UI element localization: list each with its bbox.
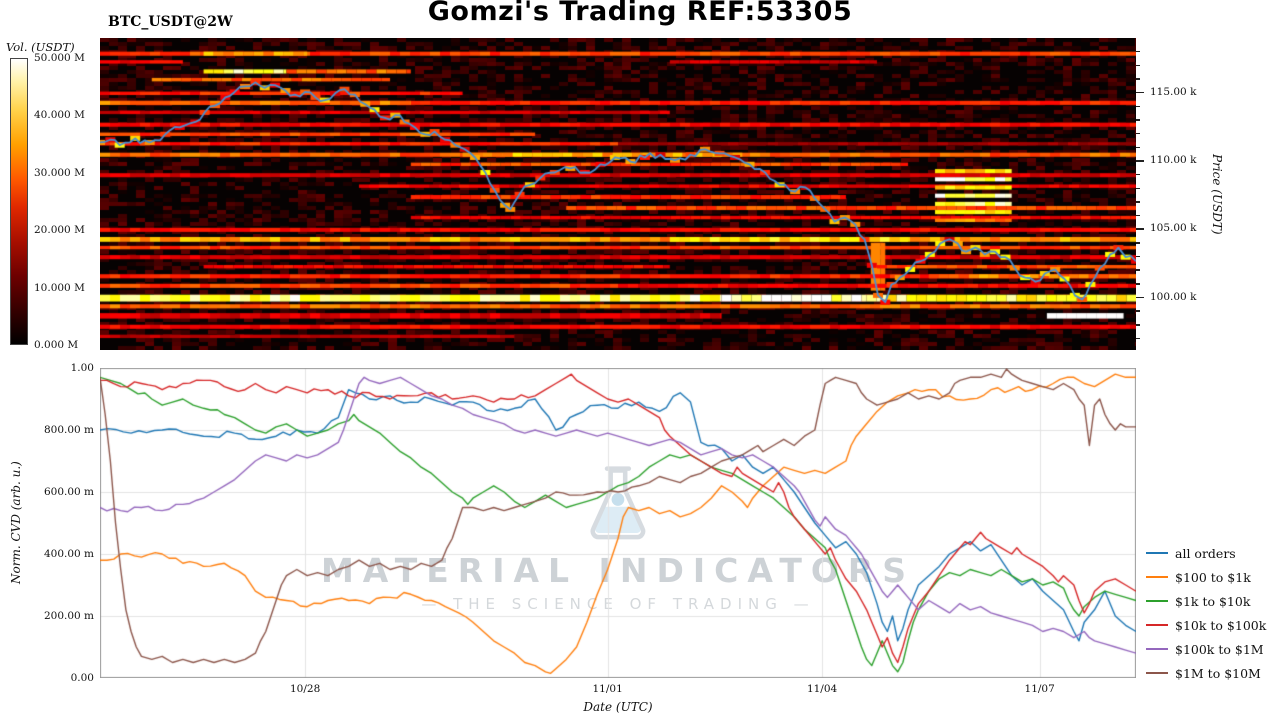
price-tick-label: 105.00 k: [1150, 222, 1197, 235]
cvd-tick-label: 800.00 m: [43, 424, 94, 436]
price-minor-tick: [1136, 146, 1140, 149]
price-minor-tick: [1136, 132, 1140, 135]
cvd-tick-label: 1.00: [70, 362, 94, 374]
price-minor-tick: [1136, 201, 1140, 203]
colorbar-tick-label: 20.000 M: [34, 224, 85, 237]
legend-item-label: all orders: [1175, 545, 1236, 561]
legend-line-swatch: [1146, 623, 1168, 627]
price-axis-ticks: 115.00 k 110.00 k 105.00 k 100.00 k: [1136, 38, 1208, 350]
colorbar-tick-label: 0.000 M: [34, 339, 79, 351]
colorbar-tick-label: 30.000 M: [34, 166, 85, 179]
colorbar-ticks: 50.000 M 40.000 M 30.000 M 20.000 M 10.000 M…: [34, 52, 96, 351]
volume-colorbar: [10, 58, 28, 345]
cvd-canvas[interactable]: [100, 368, 1136, 678]
price-tick-label: 100.00 k: [1150, 290, 1197, 303]
price-tick-label: 110.00 k: [1150, 154, 1197, 167]
price-minor-tick: [1136, 255, 1140, 258]
price-minor-tick: [1136, 269, 1140, 271]
date-tick-label: 11/07: [1024, 683, 1055, 695]
date-axis-title: Date (UTC): [583, 700, 653, 714]
legend-item-label: $100k to $1M: [1175, 641, 1264, 657]
legend-item-label: $1k to $10k: [1175, 593, 1251, 609]
page-title: Gomzi's Trading REF:53305: [427, 0, 853, 27]
cvd-tick-label: 200.00 m: [43, 610, 94, 622]
legend-item: $100 to $1k: [1146, 565, 1266, 589]
colorbar-tick-label: 10.000 M: [34, 281, 85, 294]
legend-line-swatch: [1146, 551, 1168, 555]
legend-item: $10k to $100k: [1146, 613, 1266, 637]
price-minor-tick: [1136, 187, 1140, 189]
price-minor-tick: [1136, 105, 1140, 108]
colorbar-title: Vol. (USDT): [6, 40, 75, 54]
cvd-tick-label: 600.00 m: [43, 486, 94, 498]
cvd-axis-ticks: 1.00 800.00 m 600.00 m 400.00 m 200.00 m 0.00: [28, 362, 94, 684]
cvd-panel: MATERIAL INDICATORS — THE SCIENCE OF TRA…: [100, 368, 1136, 678]
colorbar-tick-label: 50.000 M: [34, 52, 85, 64]
price-minor-tick: [1136, 296, 1144, 299]
price-minor-tick: [1136, 242, 1140, 244]
price-minor-tick: [1136, 228, 1144, 230]
price-tick-label: 115.00 k: [1150, 85, 1197, 98]
price-minor-tick: [1136, 91, 1144, 94]
legend-item-label: $100 to $1k: [1175, 569, 1251, 585]
price-minor-tick: [1136, 78, 1140, 80]
legend-line-swatch: [1146, 647, 1168, 651]
legend-item-label: $1M to $10M: [1175, 665, 1261, 681]
price-minor-tick: [1136, 337, 1140, 340]
price-minor-tick: [1136, 310, 1140, 312]
date-axis-ticks: 10/28 11/01 11/04 11/07: [100, 683, 1136, 698]
date-tick-label: 10/28: [289, 683, 321, 695]
legend-item: $1k to $10k: [1146, 589, 1266, 613]
heatmap-canvas[interactable]: [100, 38, 1136, 350]
colorbar-tick-label: 40.000 M: [34, 109, 85, 122]
price-minor-tick: [1136, 173, 1140, 176]
legend-line-swatch: [1146, 671, 1168, 675]
price-minor-tick: [1136, 50, 1140, 53]
date-tick-label: 11/01: [592, 683, 623, 695]
cvd-tick-label: 400.00 m: [43, 548, 94, 560]
cvd-tick-label: 0.00: [70, 672, 94, 684]
date-tick-label: 11/04: [806, 683, 838, 695]
legend-item: $1M to $10M: [1146, 661, 1266, 685]
legend: all orders $100 to $1k $1k to $10k $10k to …: [1146, 541, 1266, 685]
price-minor-tick: [1136, 214, 1140, 217]
symbol-label: BTC_USDT@2W: [108, 14, 233, 30]
legend-item: all orders: [1146, 541, 1266, 565]
price-minor-tick: [1136, 64, 1140, 67]
cvd-axis-title: Norm. CVD (arb. u.): [9, 461, 23, 585]
legend-line-swatch: [1146, 575, 1168, 579]
legend-item-label: $10k to $100k: [1175, 617, 1267, 633]
price-axis-title: Price (USDT): [1210, 153, 1224, 235]
price-minor-tick: [1136, 119, 1140, 121]
price-minor-tick: [1136, 160, 1144, 162]
legend-item: $100k to $1M: [1146, 637, 1266, 661]
price-minor-tick: [1136, 324, 1140, 326]
legend-line-swatch: [1146, 599, 1168, 603]
price-minor-tick: [1136, 283, 1140, 285]
